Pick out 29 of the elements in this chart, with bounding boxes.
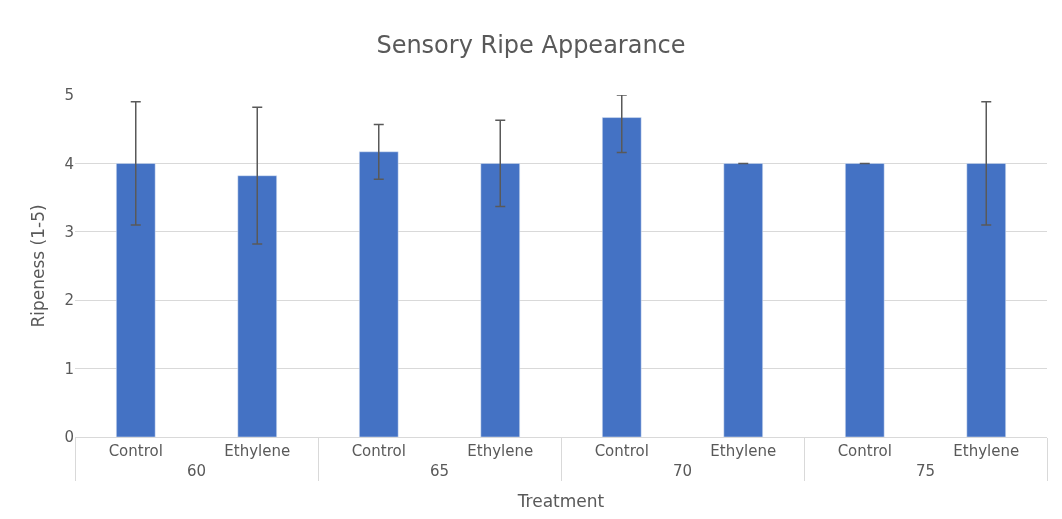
bar — [845, 163, 885, 437]
x-tick-label: Ethylene — [710, 442, 777, 461]
bar — [237, 175, 277, 437]
y-tick-label: 1 — [64, 359, 74, 378]
y-tick-label: 4 — [64, 154, 74, 173]
bar — [116, 163, 156, 437]
text: 70 — [672, 462, 693, 481]
x-tick-label: Control — [594, 442, 649, 461]
y-tick-label: 2 — [64, 291, 74, 310]
text: 60 — [186, 462, 207, 481]
x-tick-label: Control — [351, 442, 406, 461]
bar — [359, 151, 399, 437]
x-tick-label: Ethylene — [224, 442, 291, 461]
x-tick-label: Ethylene — [467, 442, 534, 461]
y-tick-label: 5 — [64, 86, 74, 105]
text: 65 — [429, 462, 450, 481]
y-axis-title: Ripeness (1-5) — [28, 204, 48, 328]
text: 75 — [915, 462, 936, 481]
bar — [480, 163, 520, 437]
x-tick-label: Control — [108, 442, 163, 461]
bar — [723, 163, 763, 437]
bar — [602, 117, 642, 437]
chart-title: Sensory Ripe Appearance — [376, 31, 686, 60]
y-tick-label: 3 — [64, 223, 74, 242]
bar — [966, 163, 1006, 437]
x-axis-title: Treatment — [516, 490, 605, 511]
x-tick-label: Control — [837, 442, 892, 461]
x-tick-label: Ethylene — [953, 442, 1020, 461]
y-tick-label: 0 — [64, 428, 74, 447]
